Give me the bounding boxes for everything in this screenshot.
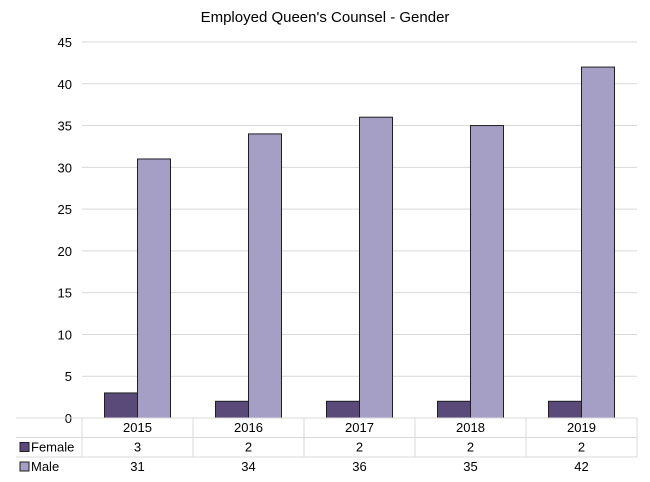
bars bbox=[104, 66, 615, 419]
category-label-2016: 2016 bbox=[234, 420, 263, 435]
bar-female-2015 bbox=[104, 392, 138, 419]
bar-male-2015 bbox=[137, 158, 171, 419]
legend-key-female bbox=[19, 442, 30, 452]
y-tick-label-20: 20 bbox=[58, 244, 72, 259]
y-tick-label-25: 25 bbox=[58, 202, 72, 217]
y-tick-label-10: 10 bbox=[58, 327, 72, 342]
category-label-2017: 2017 bbox=[345, 420, 374, 435]
bar-male-2016 bbox=[248, 133, 282, 419]
y-tick-label-30: 30 bbox=[58, 160, 72, 175]
legend-key-male bbox=[19, 461, 30, 472]
bar-male-2017 bbox=[359, 116, 393, 419]
table-value-male-2015: 31 bbox=[130, 459, 144, 474]
y-tick-label-40: 40 bbox=[58, 77, 72, 92]
bar-female-2016 bbox=[215, 400, 249, 419]
legend-label-male: Male bbox=[31, 459, 59, 474]
table-value-female-2019: 2 bbox=[578, 440, 585, 455]
y-tick-label-45: 45 bbox=[58, 35, 72, 50]
y-tick-label-5: 5 bbox=[65, 369, 72, 384]
bar-male-2019 bbox=[581, 66, 615, 419]
category-label-2018: 2018 bbox=[456, 420, 485, 435]
chart-title: Employed Queen's Counsel - Gender bbox=[201, 9, 450, 26]
bar-female-2018 bbox=[437, 400, 471, 419]
bar-male-2018 bbox=[470, 125, 504, 419]
legend-label-female: Female bbox=[31, 440, 74, 455]
category-label-2019: 2019 bbox=[567, 420, 596, 435]
y-tick-label-35: 35 bbox=[58, 119, 72, 134]
table-value-female-2017: 2 bbox=[356, 440, 363, 455]
category-label-2015: 2015 bbox=[123, 420, 152, 435]
data-table: 2015 2016 2017 2018 2019 3 2 2 2 2 Female 31 34 36 35 4… bbox=[16, 417, 638, 474]
table-value-male-2017: 36 bbox=[352, 459, 366, 474]
y-axis-ticks: 051015202530354045 bbox=[58, 35, 72, 426]
table-value-male-2018: 35 bbox=[463, 459, 477, 474]
table-value-female-2018: 2 bbox=[467, 440, 474, 455]
bar-female-2019 bbox=[548, 400, 582, 419]
table-value-male-2019: 42 bbox=[574, 459, 588, 474]
y-tick-label-15: 15 bbox=[58, 286, 72, 301]
table-value-male-2016: 34 bbox=[241, 459, 255, 474]
table-value-female-2015: 3 bbox=[134, 440, 141, 455]
bar-female-2017 bbox=[326, 400, 360, 419]
table-value-female-2016: 2 bbox=[245, 440, 252, 455]
